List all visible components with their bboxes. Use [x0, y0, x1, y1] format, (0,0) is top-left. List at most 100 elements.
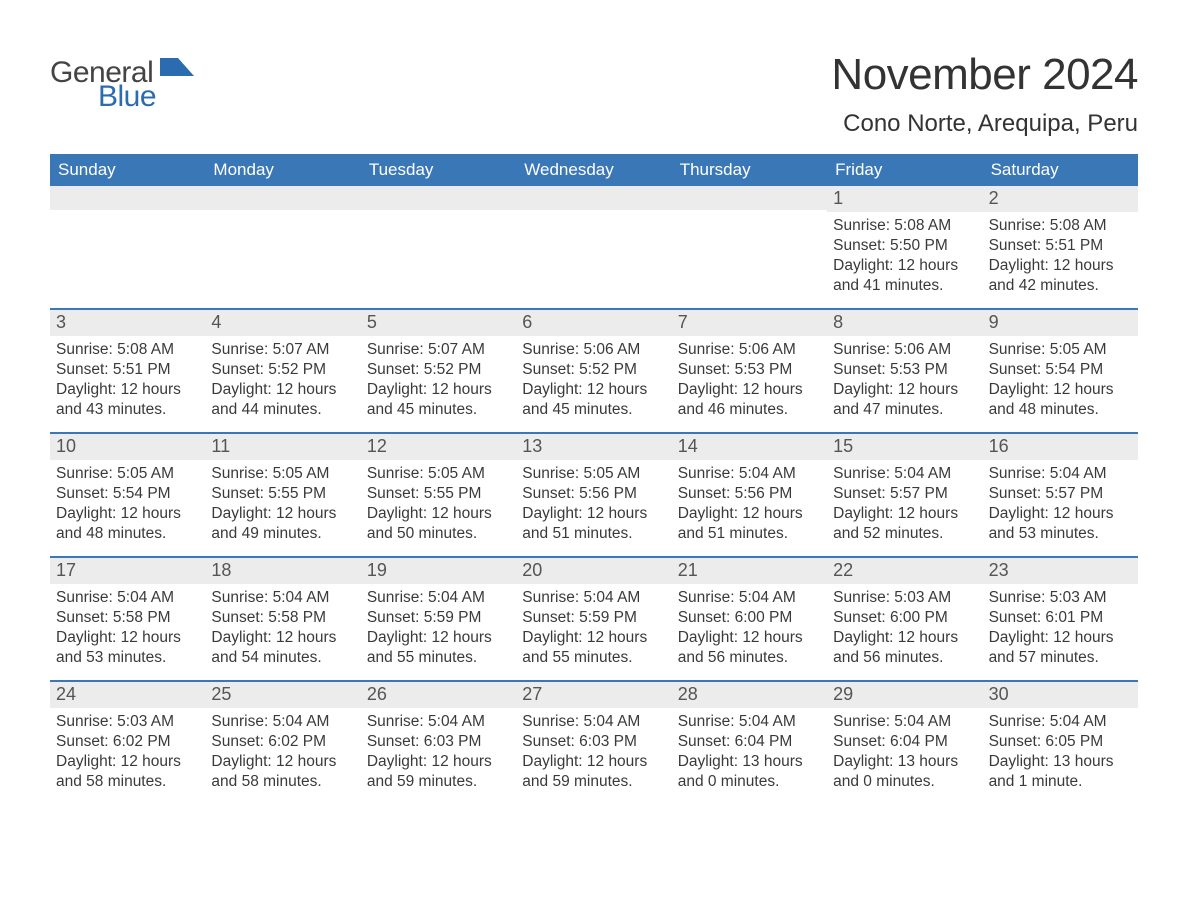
day-cell: 10Sunrise: 5:05 AMSunset: 5:54 PMDayligh… [50, 434, 205, 556]
blank-day-bar [516, 186, 671, 210]
day-cell: 25Sunrise: 5:04 AMSunset: 6:02 PMDayligh… [205, 682, 360, 804]
day-cell: 30Sunrise: 5:04 AMSunset: 6:05 PMDayligh… [983, 682, 1138, 804]
day-body: Sunrise: 5:04 AMSunset: 5:57 PMDaylight:… [827, 460, 982, 549]
weeks-container: 1Sunrise: 5:08 AMSunset: 5:50 PMDaylight… [50, 186, 1138, 804]
day-cell: 3Sunrise: 5:08 AMSunset: 5:51 PMDaylight… [50, 310, 205, 432]
daylight-line: Daylight: 13 hours and 0 minutes. [678, 752, 821, 792]
day-cell: 8Sunrise: 5:06 AMSunset: 5:53 PMDaylight… [827, 310, 982, 432]
day-number: 7 [672, 310, 827, 336]
day-number: 12 [361, 434, 516, 460]
sunrise-line: Sunrise: 5:04 AM [367, 712, 510, 732]
sunset-line: Sunset: 5:57 PM [833, 484, 976, 504]
day-cell: 24Sunrise: 5:03 AMSunset: 6:02 PMDayligh… [50, 682, 205, 804]
daylight-line: Daylight: 12 hours and 45 minutes. [367, 380, 510, 420]
daylight-line: Daylight: 12 hours and 44 minutes. [211, 380, 354, 420]
day-cell [672, 186, 827, 308]
daylight-line: Daylight: 12 hours and 51 minutes. [522, 504, 665, 544]
day-cell: 14Sunrise: 5:04 AMSunset: 5:56 PMDayligh… [672, 434, 827, 556]
day-body: Sunrise: 5:03 AMSunset: 6:01 PMDaylight:… [983, 584, 1138, 673]
day-number: 2 [983, 186, 1138, 212]
day-number: 20 [516, 558, 671, 584]
day-number: 6 [516, 310, 671, 336]
sunset-line: Sunset: 5:52 PM [522, 360, 665, 380]
daylight-line: Daylight: 12 hours and 59 minutes. [522, 752, 665, 792]
day-body: Sunrise: 5:04 AMSunset: 6:00 PMDaylight:… [672, 584, 827, 673]
day-cell: 29Sunrise: 5:04 AMSunset: 6:04 PMDayligh… [827, 682, 982, 804]
day-number: 4 [205, 310, 360, 336]
day-number: 3 [50, 310, 205, 336]
daylight-line: Daylight: 12 hours and 43 minutes. [56, 380, 199, 420]
sunset-line: Sunset: 5:51 PM [989, 236, 1132, 256]
day-number: 14 [672, 434, 827, 460]
day-body: Sunrise: 5:04 AMSunset: 5:57 PMDaylight:… [983, 460, 1138, 549]
sunset-line: Sunset: 5:50 PM [833, 236, 976, 256]
day-body: Sunrise: 5:07 AMSunset: 5:52 PMDaylight:… [361, 336, 516, 425]
day-body: Sunrise: 5:06 AMSunset: 5:52 PMDaylight:… [516, 336, 671, 425]
day-body: Sunrise: 5:05 AMSunset: 5:54 PMDaylight:… [983, 336, 1138, 425]
sunrise-line: Sunrise: 5:08 AM [833, 216, 976, 236]
day-number: 24 [50, 682, 205, 708]
day-body: Sunrise: 5:04 AMSunset: 6:04 PMDaylight:… [827, 708, 982, 797]
blank-day-bar [205, 186, 360, 210]
day-number: 16 [983, 434, 1138, 460]
daylight-line: Daylight: 12 hours and 48 minutes. [56, 504, 199, 544]
sunset-line: Sunset: 6:00 PM [678, 608, 821, 628]
day-cell: 13Sunrise: 5:05 AMSunset: 5:56 PMDayligh… [516, 434, 671, 556]
sunrise-line: Sunrise: 5:04 AM [56, 588, 199, 608]
sunset-line: Sunset: 5:54 PM [56, 484, 199, 504]
day-body: Sunrise: 5:05 AMSunset: 5:55 PMDaylight:… [205, 460, 360, 549]
daylight-line: Daylight: 12 hours and 41 minutes. [833, 256, 976, 296]
day-body: Sunrise: 5:06 AMSunset: 5:53 PMDaylight:… [827, 336, 982, 425]
sunrise-line: Sunrise: 5:04 AM [678, 464, 821, 484]
day-cell [50, 186, 205, 308]
daylight-line: Daylight: 12 hours and 55 minutes. [522, 628, 665, 668]
sunset-line: Sunset: 5:57 PM [989, 484, 1132, 504]
day-cell: 23Sunrise: 5:03 AMSunset: 6:01 PMDayligh… [983, 558, 1138, 680]
day-body: Sunrise: 5:08 AMSunset: 5:50 PMDaylight:… [827, 212, 982, 301]
sunset-line: Sunset: 6:03 PM [522, 732, 665, 752]
day-body: Sunrise: 5:04 AMSunset: 5:58 PMDaylight:… [205, 584, 360, 673]
sunset-line: Sunset: 6:04 PM [833, 732, 976, 752]
sunrise-line: Sunrise: 5:04 AM [833, 712, 976, 732]
sunset-line: Sunset: 5:54 PM [989, 360, 1132, 380]
daylight-line: Daylight: 12 hours and 46 minutes. [678, 380, 821, 420]
day-cell: 28Sunrise: 5:04 AMSunset: 6:04 PMDayligh… [672, 682, 827, 804]
day-cell: 21Sunrise: 5:04 AMSunset: 6:00 PMDayligh… [672, 558, 827, 680]
daylight-line: Daylight: 12 hours and 48 minutes. [989, 380, 1132, 420]
day-number: 21 [672, 558, 827, 584]
day-number: 18 [205, 558, 360, 584]
week-row: 24Sunrise: 5:03 AMSunset: 6:02 PMDayligh… [50, 680, 1138, 804]
title-block: November 2024 Cono Norte, Arequipa, Peru [831, 50, 1138, 148]
blank-day-bar [50, 186, 205, 210]
day-body: Sunrise: 5:04 AMSunset: 5:59 PMDaylight:… [361, 584, 516, 673]
dow-cell: Wednesday [516, 154, 671, 186]
logo-text-blue: Blue [98, 82, 156, 112]
dow-cell: Tuesday [361, 154, 516, 186]
sunset-line: Sunset: 5:59 PM [367, 608, 510, 628]
dow-cell: Sunday [50, 154, 205, 186]
daylight-line: Daylight: 12 hours and 47 minutes. [833, 380, 976, 420]
day-cell: 7Sunrise: 5:06 AMSunset: 5:53 PMDaylight… [672, 310, 827, 432]
sunset-line: Sunset: 6:02 PM [211, 732, 354, 752]
day-body: Sunrise: 5:03 AMSunset: 6:02 PMDaylight:… [50, 708, 205, 797]
sunset-line: Sunset: 6:00 PM [833, 608, 976, 628]
dow-cell: Friday [827, 154, 982, 186]
sunset-line: Sunset: 5:53 PM [678, 360, 821, 380]
day-cell [205, 186, 360, 308]
sunrise-line: Sunrise: 5:04 AM [211, 712, 354, 732]
daylight-line: Daylight: 12 hours and 56 minutes. [833, 628, 976, 668]
day-body: Sunrise: 5:04 AMSunset: 6:05 PMDaylight:… [983, 708, 1138, 797]
sunset-line: Sunset: 5:58 PM [211, 608, 354, 628]
month-title: November 2024 [831, 50, 1138, 100]
daylight-line: Daylight: 12 hours and 42 minutes. [989, 256, 1132, 296]
day-body: Sunrise: 5:04 AMSunset: 5:56 PMDaylight:… [672, 460, 827, 549]
day-number: 23 [983, 558, 1138, 584]
sunrise-line: Sunrise: 5:08 AM [989, 216, 1132, 236]
day-body: Sunrise: 5:05 AMSunset: 5:54 PMDaylight:… [50, 460, 205, 549]
day-number: 29 [827, 682, 982, 708]
sunrise-line: Sunrise: 5:04 AM [367, 588, 510, 608]
day-body: Sunrise: 5:04 AMSunset: 6:04 PMDaylight:… [672, 708, 827, 797]
daylight-line: Daylight: 12 hours and 58 minutes. [56, 752, 199, 792]
blank-day-bar [672, 186, 827, 210]
day-number: 1 [827, 186, 982, 212]
